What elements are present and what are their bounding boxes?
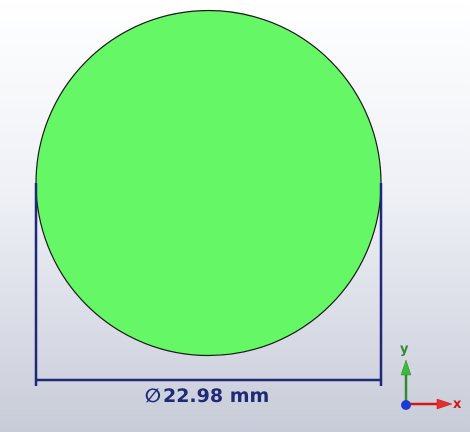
dimension-unit: mm [229, 385, 270, 407]
axis-z-dot [401, 400, 411, 410]
axis-y-label: y [400, 342, 409, 357]
dimension-label[interactable]: ∅ 22.98 mm [0, 384, 414, 408]
circle-shape[interactable] [35, 9, 382, 357]
axis-y-arrowhead [400, 359, 412, 376]
axis-x-arrowhead [436, 398, 453, 410]
diameter-symbol-icon: ∅ [144, 385, 161, 407]
dimension-value: 22.98 [162, 385, 224, 407]
axis-triad-icon [400, 359, 453, 410]
axis-x-label: x [453, 397, 462, 412]
